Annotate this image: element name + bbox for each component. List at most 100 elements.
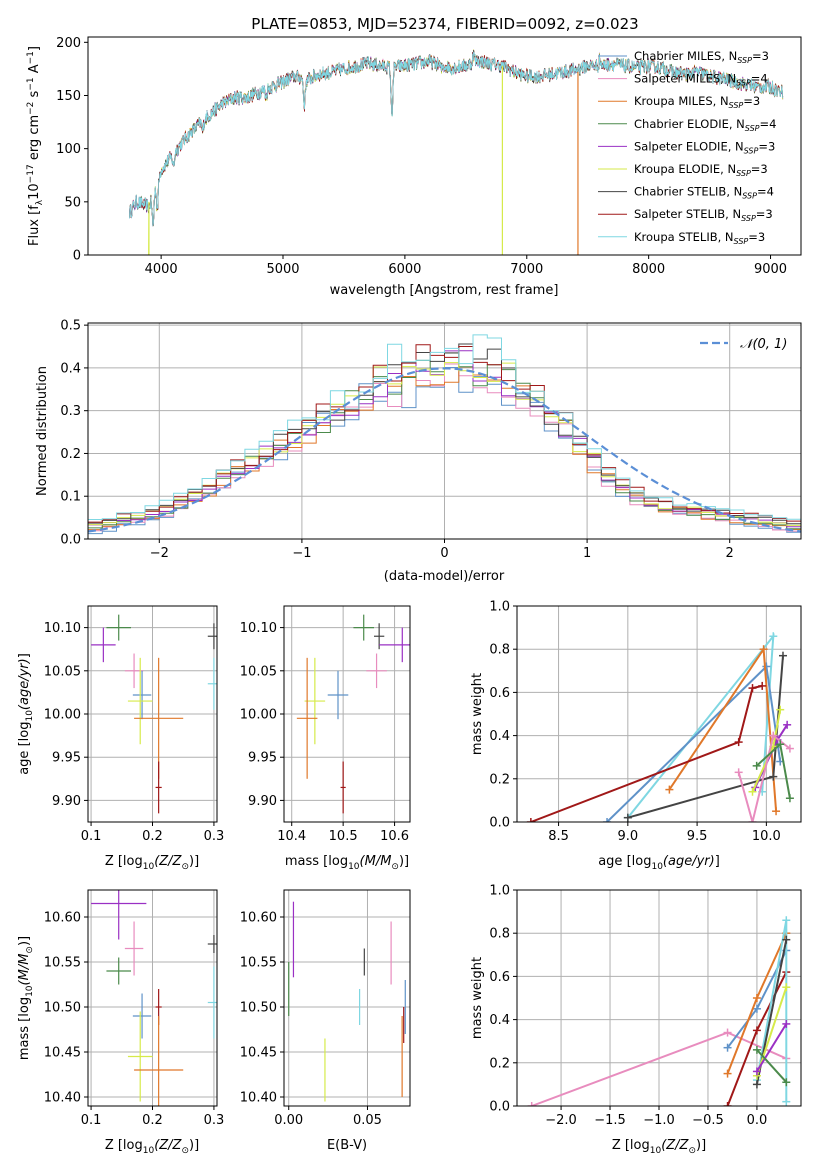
histogram-steps: [88, 334, 801, 535]
histogram-series: [88, 334, 801, 520]
age-vs-Z-axes: 0.1 0.2 0.3 9.90 9.95 10.00 10.05 10.10: [44, 606, 224, 844]
weight-vs-age-frame: [516, 605, 802, 823]
x-axis-label: age [log10(age/yr)]: [598, 854, 720, 872]
x-tick-label: −0.5: [692, 1113, 724, 1128]
x-tick-label: 10.0: [752, 829, 781, 844]
y-tick-label: 10.10: [44, 621, 81, 636]
x-tick-label: 0.1: [81, 829, 102, 844]
legend-label: Chabrier STELIB, NSSP=4: [634, 185, 774, 201]
y-tick-label: 9.90: [248, 794, 277, 809]
x-tick-label: −1.0: [643, 1113, 675, 1128]
mass-vs-EBV-axes: 0.00 0.05 10.40 10.45 10.50 10.55 10.60: [240, 890, 410, 1128]
y-tick-label: 10.60: [44, 911, 81, 926]
x-tick-label: 0: [440, 546, 448, 561]
weight-vs-age-lines: [526, 632, 794, 822]
legend-label: Salpeter MILES, NSSP=4: [634, 72, 768, 88]
y-tick-label: 10.55: [44, 956, 81, 971]
age-vs-mass-frame: [283, 605, 411, 823]
y-tick-label: 0.8: [489, 927, 510, 942]
weight-series: [756, 1049, 788, 1083]
x-tick-label: 0.05: [353, 1113, 382, 1128]
x-tick-label: −2: [150, 546, 169, 561]
weight-series: [755, 986, 788, 1077]
x-tick-label: 0.00: [274, 1113, 303, 1128]
x-tick-label: 0.1: [81, 1113, 102, 1128]
y-tick-label: 0.6: [489, 970, 510, 985]
legend-label: Kroupa ELODIE, NSSP=3: [634, 162, 768, 178]
x-axis-label: wavelength [Angstrom, rest frame]: [330, 283, 559, 298]
y-tick-label: 9.95: [248, 751, 277, 766]
y-tick-label: 1.0: [489, 884, 510, 899]
spectrum-series: [129, 51, 784, 227]
x-tick-label: 10.4: [277, 829, 306, 844]
weight-series: [627, 633, 775, 819]
legend-label: Chabrier MILES, NSSP=3: [634, 49, 769, 65]
spectrum-lines: [129, 49, 784, 255]
y-tick-label: 10.10: [240, 621, 277, 636]
x-axis-label: (data-model)/error: [384, 569, 505, 584]
x-tick-label: 9000: [754, 262, 787, 277]
chart-title: PLATE=0853, MJD=52374, FIBERID=0092, z=0…: [251, 15, 638, 33]
y-tick-label: 0.6: [489, 686, 510, 701]
mass-vs-Z-frame: [87, 889, 218, 1107]
x-tick-label: 6000: [388, 262, 421, 277]
x-tick-label: 10.5: [329, 829, 358, 844]
x-axis-label: mass [log10(M/M⊙)]: [285, 854, 409, 872]
legend-label: Salpeter STELIB, NSSP=3: [634, 207, 773, 223]
y-tick-label: 0.8: [489, 643, 510, 658]
x-axis-label: Z [log10(Z/Z⊙)]: [105, 854, 199, 872]
y-tick-label: 0.3: [60, 404, 81, 419]
y-tick-label: 10.05: [240, 664, 277, 679]
x-tick-label: 0.0: [747, 1113, 768, 1128]
x-tick-label: 8000: [632, 262, 665, 277]
x-tick-label: 9.0: [617, 829, 638, 844]
y-tick-label: 50: [64, 195, 81, 210]
x-axis-label: Z [log10(Z/Z⊙)]: [105, 1138, 199, 1156]
y-tick-label: 10.00: [240, 708, 277, 723]
legend-label: Salpeter ELODIE, NSSP=3: [634, 139, 775, 155]
y-tick-label: 0: [73, 249, 81, 264]
spectrum-legend: Chabrier MILES, NSSP=3 Salpeter MILES, NS…: [598, 49, 776, 246]
x-tick-label: 0.2: [142, 1113, 163, 1128]
legend-label: Kroupa MILES, NSSP=3: [634, 94, 760, 110]
y-tick-label: 10.05: [44, 664, 81, 679]
y-tick-label: 9.95: [52, 751, 81, 766]
x-tick-label: 2: [726, 546, 734, 561]
x-tick-label: 10.6: [380, 829, 409, 844]
age-vs-Z-frame: [87, 605, 218, 823]
age-vs-Z-errorbars: [91, 614, 217, 814]
age-vs-mass-axes: 10.4 10.5 10.6 9.90 9.95 10.00 10.05 10.10: [240, 606, 410, 844]
age-vs-mass-errorbars: [296, 614, 410, 814]
y-tick-label: 100: [56, 142, 81, 157]
y-tick-label: 150: [56, 89, 81, 104]
y-tick-label: 0.5: [60, 319, 81, 334]
y-tick-label: 10.50: [240, 1001, 277, 1016]
y-tick-label: 0.0: [489, 816, 510, 831]
y-tick-label: 10.40: [240, 1091, 277, 1106]
mass-vs-EBV-errorbars: [288, 901, 406, 1102]
y-tick-label: 0.2: [489, 772, 510, 787]
histogram-series: [88, 344, 801, 523]
x-axis-label: E(B-V): [327, 1138, 367, 1153]
weight-series: [530, 684, 763, 822]
y-tick-label: 10.00: [44, 708, 81, 723]
weight-series: [756, 1023, 788, 1072]
y-tick-label: 0.4: [60, 361, 81, 376]
y-tick-label: 10.45: [44, 1046, 81, 1061]
x-tick-label: 1: [583, 546, 591, 561]
y-tick-label: 10.50: [44, 1001, 81, 1016]
y-tick-label: 10.60: [240, 911, 277, 926]
y-axis-label: Flux [fλ10−17 erg cm−2 s−1 A−1]: [26, 46, 45, 246]
x-tick-label: 7000: [510, 262, 543, 277]
y-tick-label: 0.2: [489, 1056, 510, 1071]
x-tick-label: 9.5: [687, 829, 708, 844]
weight-vs-Z-frame: [516, 889, 802, 1107]
spectrum-frame: [87, 36, 802, 256]
x-tick-label: −2.0: [545, 1113, 577, 1128]
x-tick-label: −1.5: [594, 1113, 626, 1128]
y-axis-label: mass weight: [470, 673, 485, 755]
spectrum-axes: 4000 5000 6000 7000 8000 9000 0 50 100 150 200: [56, 36, 787, 277]
y-tick-label: 0.2: [60, 447, 81, 462]
y-tick-label: 0.0: [60, 533, 81, 548]
x-axis-label: Z [log10(Z/Z⊙)]: [612, 1138, 706, 1156]
